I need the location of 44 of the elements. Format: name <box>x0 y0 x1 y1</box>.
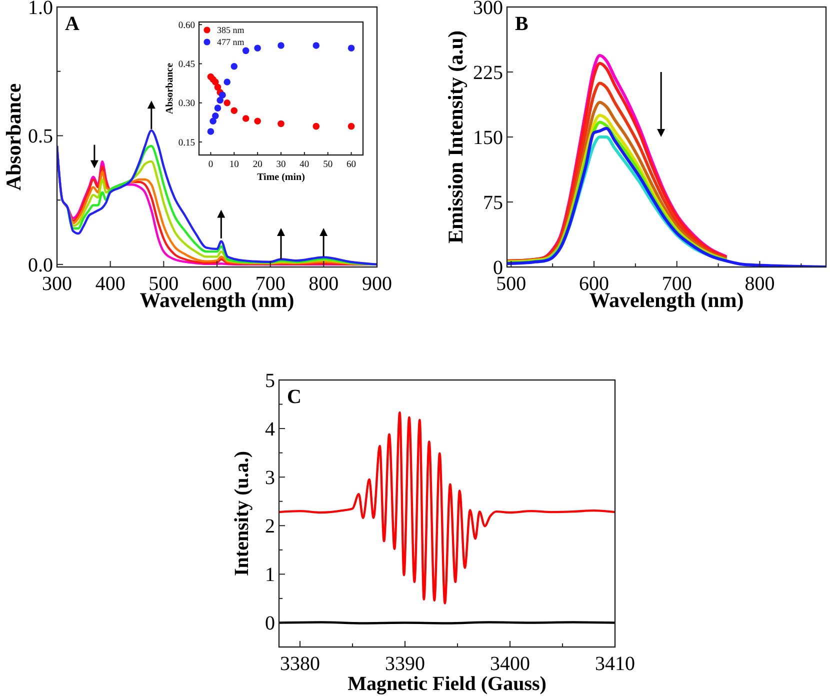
x-tick-label: 40 <box>300 160 310 170</box>
y-tick-label: 300 <box>473 0 503 19</box>
x-tick-label: 30 <box>276 160 286 170</box>
x-tick-label: 60 <box>346 160 356 170</box>
y-tick-label: 2 <box>265 516 275 538</box>
chart-title: C <box>287 386 302 408</box>
y-tick-label: 0.5 <box>28 126 53 148</box>
x-tick-label: 800 <box>744 273 775 295</box>
y-tick-label: 4 <box>265 418 275 441</box>
y-axis-title: Absorbance <box>164 62 176 114</box>
x-axis-title: Magnetic Field (Gauss) <box>348 673 546 695</box>
y-tick-label: 0.60 <box>178 20 196 31</box>
x-axis-title: Time (min) <box>257 172 305 183</box>
x-tick-label: 0 <box>208 160 214 170</box>
y-tick-label: 5 <box>265 370 275 392</box>
x-tick-label: 600 <box>202 273 232 295</box>
y-axis-title: Intensity (u.a.) <box>231 450 253 576</box>
x-tick-label: 3380 <box>280 653 320 675</box>
y-tick-label: 0.30 <box>178 99 196 110</box>
x-tick-label: 3410 <box>595 653 635 675</box>
x-tick-label: 10 <box>229 160 240 170</box>
x-tick-label: 3390 <box>385 653 425 675</box>
x-tick-label: 500 <box>496 273 526 295</box>
x-tick-label: 50 <box>323 160 333 170</box>
y-tick-label: 0.45 <box>178 60 196 70</box>
y-tick-label: 3 <box>265 467 275 490</box>
legend-label: 477 nm <box>217 37 244 48</box>
y-tick-label: 0 <box>265 612 275 635</box>
y-axis-title: Absorbance <box>1 83 26 191</box>
y-tick-label: 1 <box>265 564 275 586</box>
x-tick-label: 900 <box>362 273 392 295</box>
x-tick-label: 20 <box>252 160 263 170</box>
chart-title: A <box>65 13 80 35</box>
y-tick-label: 0.15 <box>178 138 196 148</box>
y-tick-label: 150 <box>473 127 503 149</box>
x-tick-label: 3400 <box>490 653 530 675</box>
y-tick-label: 225 <box>473 62 503 84</box>
legend-label: 385 nm <box>217 25 244 36</box>
y-tick-label: 75 <box>483 192 503 214</box>
y-axis-title: Emission Intensity (a.u) <box>443 30 468 244</box>
chart-title: B <box>515 13 528 35</box>
x-tick-label: 800 <box>308 273 339 295</box>
y-tick-label: 1.0 <box>28 0 53 19</box>
x-tick-label: 400 <box>95 273 126 295</box>
